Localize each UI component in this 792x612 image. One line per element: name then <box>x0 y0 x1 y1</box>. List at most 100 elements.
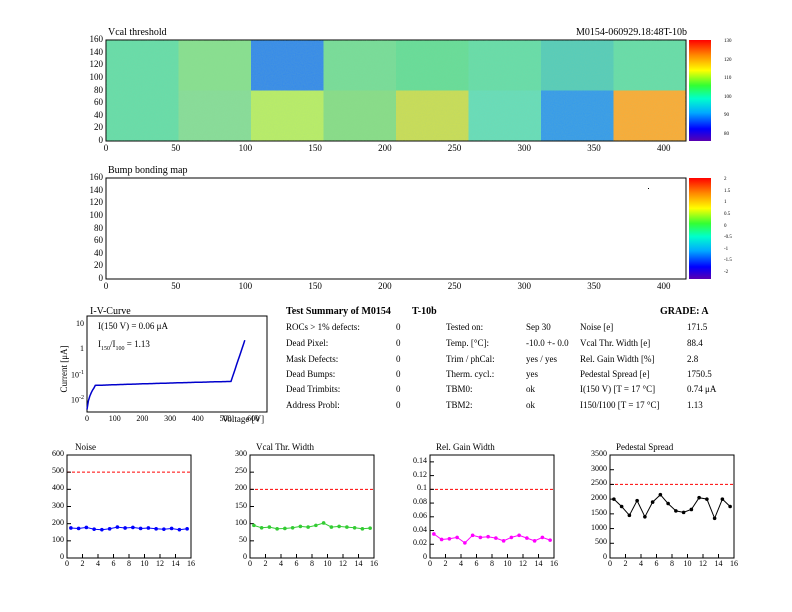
bump-map-title: Bump bonding map <box>108 165 188 176</box>
x-tick-label: 12 <box>519 559 527 568</box>
y-tick-label: 300 <box>52 500 64 510</box>
y-tick-label: 100 <box>89 209 104 220</box>
data-point <box>169 526 174 531</box>
data-point <box>705 497 709 501</box>
y-tick-label: 1500 <box>591 507 607 517</box>
summary-label: Pedestal Spread [e] <box>580 369 650 379</box>
x-tick-label: 12 <box>156 559 164 568</box>
data-point <box>478 535 483 540</box>
summary-label: Dead Pixel: <box>286 338 329 348</box>
x-tick-label: 300 <box>517 281 532 291</box>
summary-label: Rel. Gain Width [%] <box>580 354 655 364</box>
module-id-label: M0154-060929.18:48T-10b <box>576 27 688 38</box>
vcal-map-title: Vcal threshold <box>108 27 167 38</box>
y-tick-label: 0 <box>98 273 104 283</box>
iv-x-tick-label: 400 <box>191 414 204 423</box>
x-tick-label: 2 <box>443 559 448 568</box>
data-point <box>720 497 725 501</box>
summary-value: yes / yes <box>526 354 557 364</box>
y-tick-label: 80 <box>94 222 103 233</box>
iv-x-tick-label: 600 <box>247 414 260 423</box>
data-point <box>501 539 506 543</box>
y-tick-label: 100 <box>89 71 104 82</box>
iv-x-tick-label: 500 <box>219 414 232 423</box>
data-point <box>432 532 436 536</box>
x-tick-label: 6 <box>654 559 659 568</box>
y-tick-label: 3500 <box>591 449 607 458</box>
y-tick-label: 50 <box>239 534 247 544</box>
x-tick-label: 50 <box>171 143 181 153</box>
x-tick-label: 50 <box>171 281 181 291</box>
x-tick-label: 2 <box>623 559 628 568</box>
x-tick-label: 300 <box>517 143 532 153</box>
summary-label: ROCs > 1% defects: <box>286 322 360 332</box>
palette-label: -1.5 <box>724 258 732 264</box>
data-point <box>345 525 349 529</box>
data-point <box>290 525 295 530</box>
series-line <box>613 493 731 520</box>
y-tick-label: 120 <box>89 197 104 208</box>
x-tick-label: 350 <box>587 281 601 291</box>
x-tick-label: 14 <box>171 559 180 568</box>
summary-value: 0 <box>396 354 401 364</box>
iv-y-tick-label: 10-1 <box>71 369 84 380</box>
palette-label: -2 <box>724 270 729 275</box>
summary-label: TBM0: <box>446 384 473 394</box>
x-tick-label: 12 <box>339 559 347 568</box>
summary-value: 0 <box>396 369 401 379</box>
summary-value: 1750.5 <box>687 369 712 379</box>
x-tick-label: 16 <box>370 559 378 568</box>
summary-label: Therm. cycl.: <box>446 369 495 379</box>
data-point <box>658 492 663 497</box>
series-line <box>253 522 371 530</box>
x-tick-label: 8 <box>670 559 674 568</box>
x-tick-label: 4 <box>639 559 643 568</box>
x-tick-label: 200 <box>378 143 392 153</box>
x-tick-label: 2 <box>80 559 85 568</box>
y-tick-label: 60 <box>94 235 103 246</box>
x-tick-label: 0 <box>248 559 252 568</box>
y-tick-label: 250 <box>235 466 247 476</box>
data-point <box>314 523 318 528</box>
data-point <box>283 526 287 531</box>
palette-label: 2 <box>724 177 727 182</box>
y-tick-label: 120 <box>89 59 104 70</box>
data-point <box>259 525 264 530</box>
data-point <box>643 515 647 519</box>
x-tick-label: 2 <box>263 559 268 568</box>
data-point <box>666 501 670 506</box>
data-point <box>486 534 490 539</box>
x-tick-label: 0 <box>428 559 432 568</box>
iv-x-tick-label: 300 <box>164 414 177 423</box>
data-point <box>185 527 189 531</box>
y-tick-label: 0.06 <box>413 510 427 520</box>
y-tick-label: 160 <box>89 34 104 44</box>
data-point <box>115 525 120 529</box>
series-line <box>70 526 188 531</box>
bump-palette <box>689 178 711 279</box>
x-tick-label: 14 <box>534 559 543 568</box>
y-tick-label: 0.04 <box>413 524 427 534</box>
data-point <box>447 536 452 541</box>
data-point <box>107 527 112 531</box>
y-tick-label: 0.12 <box>413 469 427 479</box>
y-tick-label: 0.02 <box>413 538 427 548</box>
y-tick-label: 40 <box>94 109 103 120</box>
summary-label: TBM2: <box>446 400 473 410</box>
summary-value: ok <box>526 400 535 410</box>
palette-label: 0.5 <box>724 211 731 217</box>
x-tick-label: 150 <box>308 281 322 291</box>
data-point <box>123 526 127 530</box>
x-tick-label: 100 <box>238 143 253 153</box>
data-point <box>162 527 166 531</box>
summary-label: Mask Defects: <box>286 354 339 364</box>
summary-label: Address Probl: <box>286 400 340 410</box>
x-tick-label: 0 <box>103 281 109 291</box>
data-point <box>681 510 686 515</box>
palette-label: -0.5 <box>724 235 732 241</box>
y-tick-label: 200 <box>52 517 64 527</box>
chart-frame <box>609 454 735 559</box>
chart-title: Rel. Gain Width <box>436 442 495 452</box>
x-tick-label: 400 <box>656 143 671 153</box>
